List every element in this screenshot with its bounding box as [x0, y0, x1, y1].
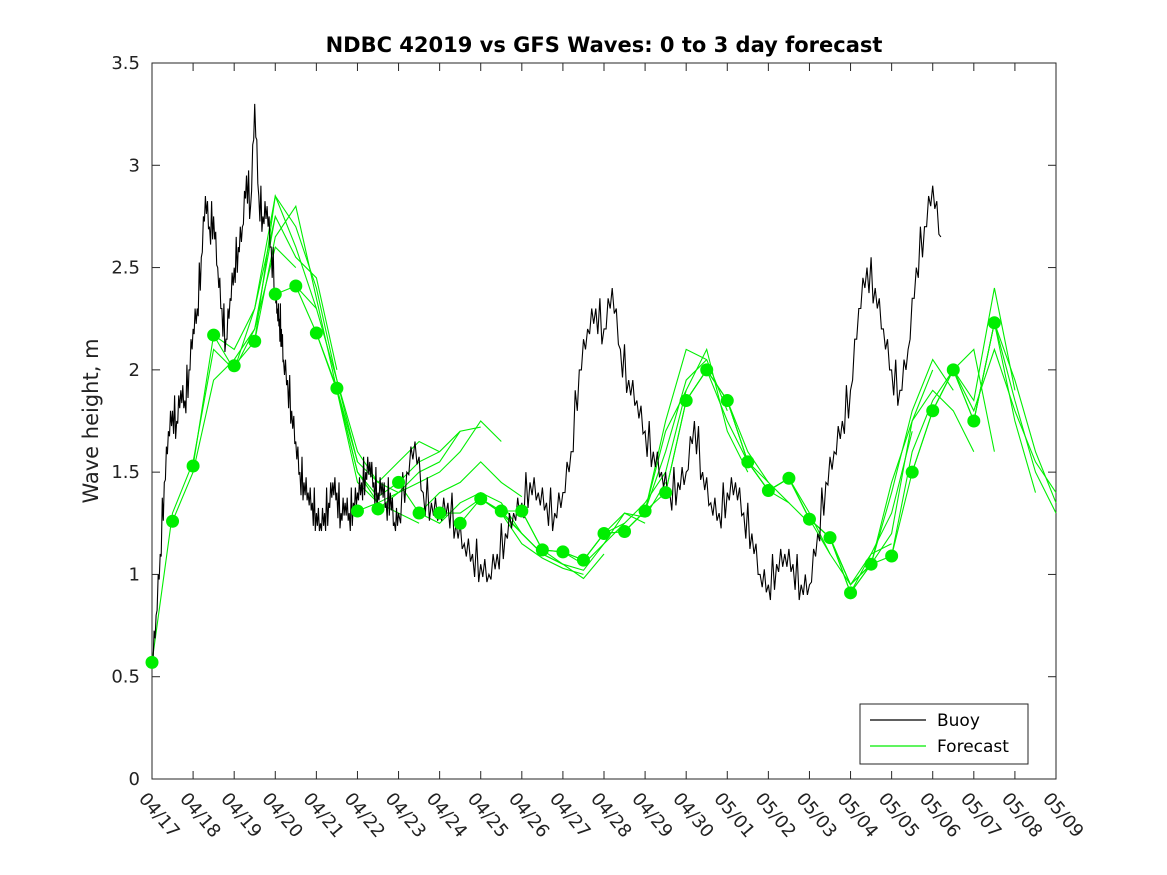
forecast-point [371, 502, 385, 516]
x-tick-label: 04/27 [545, 789, 594, 842]
x-tick-label: 04/30 [668, 789, 717, 842]
x-tick-label: 05/04 [833, 789, 882, 842]
y-tick-label: 0 [129, 769, 140, 790]
legend-forecast-label: Forecast [937, 737, 1009, 757]
y-tick-label: 3 [129, 155, 140, 176]
forecast-point [967, 414, 981, 428]
forecast-point [864, 557, 878, 571]
x-tick-label: 04/26 [504, 789, 553, 842]
forecast-point [782, 471, 796, 485]
forecast-point [597, 527, 611, 541]
forecast-point [268, 287, 282, 301]
series-layer [145, 103, 1057, 669]
forecast-point [227, 359, 241, 373]
forecast-point [618, 524, 632, 538]
forecast-point [433, 506, 447, 520]
forecast-point [207, 328, 221, 342]
forecast-point [700, 363, 714, 377]
y-tick-label: 1.5 [111, 462, 140, 483]
forecast-run-line [973, 322, 1057, 514]
x-tick-label: 04/23 [381, 789, 430, 842]
x-tick-label: 04/29 [627, 789, 676, 842]
forecast-point [535, 543, 549, 557]
forecast-point [761, 484, 775, 498]
forecast-point [741, 455, 755, 469]
chart-title: NDBC 42019 vs GFS Waves: 0 to 3 day fore… [326, 33, 883, 57]
forecast-point [412, 506, 426, 520]
forecast-point [946, 363, 960, 377]
forecast-point [392, 475, 406, 489]
legend-buoy-label: Buoy [937, 711, 980, 731]
x-tick-label: 05/07 [956, 789, 1005, 842]
forecast-point [885, 549, 899, 563]
forecast-point [576, 553, 590, 567]
x-tick-label: 04/24 [422, 789, 471, 842]
y-axis: 0 0.5 1 1.5 2 2.5 3 3.5 [111, 53, 1056, 790]
forecast-point [186, 459, 200, 473]
forecast-point [330, 381, 344, 395]
x-tick-label: 04/17 [134, 789, 183, 842]
forecast-point [350, 504, 364, 518]
forecast-point [905, 465, 919, 479]
forecast-point [166, 514, 180, 528]
forecast-point [638, 504, 652, 518]
y-tick-label: 1 [129, 564, 140, 585]
x-tick-label: 04/28 [586, 789, 635, 842]
x-tick-label: 04/18 [175, 789, 224, 842]
forecast-point [453, 516, 467, 530]
y-tick-label: 2 [129, 360, 140, 381]
x-tick-label: 05/08 [997, 789, 1046, 842]
legend-box [859, 703, 1029, 765]
forecast-point [659, 486, 673, 500]
x-tick-label: 04/22 [340, 789, 389, 842]
forecast-point [248, 334, 262, 348]
forecast-run-line [254, 204, 379, 504]
x-tick-label: 04/21 [299, 789, 348, 842]
x-tick-label: 04/25 [463, 789, 512, 842]
forecast-point [802, 512, 816, 526]
forecast-point [926, 404, 940, 418]
x-tick-label: 05/01 [709, 789, 758, 842]
forecast-point [474, 492, 488, 506]
forecast-point [823, 531, 837, 545]
x-tick-label: 04/20 [257, 789, 306, 842]
buoy-line [151, 103, 942, 667]
forecast-point [289, 279, 303, 293]
forecast-point [679, 394, 693, 408]
forecast-run-line [952, 347, 1057, 493]
plot-frame [151, 62, 1057, 780]
forecast-point [844, 586, 858, 600]
x-tick-label: 05/09 [1038, 789, 1087, 842]
x-tick-label: 05/02 [751, 789, 800, 842]
x-tick-label: 05/05 [874, 789, 923, 842]
forecast-point [515, 504, 529, 518]
x-tick-label: 04/19 [216, 789, 265, 842]
forecast-run-line [377, 420, 502, 510]
forecast-point [309, 326, 323, 340]
x-tick-label: 05/06 [915, 789, 964, 842]
y-tick-label: 0.5 [111, 667, 140, 688]
y-axis-label: Wave height, m [79, 338, 103, 503]
x-tick-label: 05/03 [792, 789, 841, 842]
y-tick-label: 2.5 [111, 258, 140, 279]
forecast-point [720, 394, 734, 408]
forecast-point [494, 504, 508, 518]
y-tick-label: 3.5 [111, 53, 140, 74]
forecast-point [987, 316, 1001, 330]
plot-area [145, 62, 1057, 780]
forecast-point [556, 545, 570, 559]
legend: Buoy Forecast [859, 703, 1029, 765]
forecast-point [145, 655, 159, 669]
